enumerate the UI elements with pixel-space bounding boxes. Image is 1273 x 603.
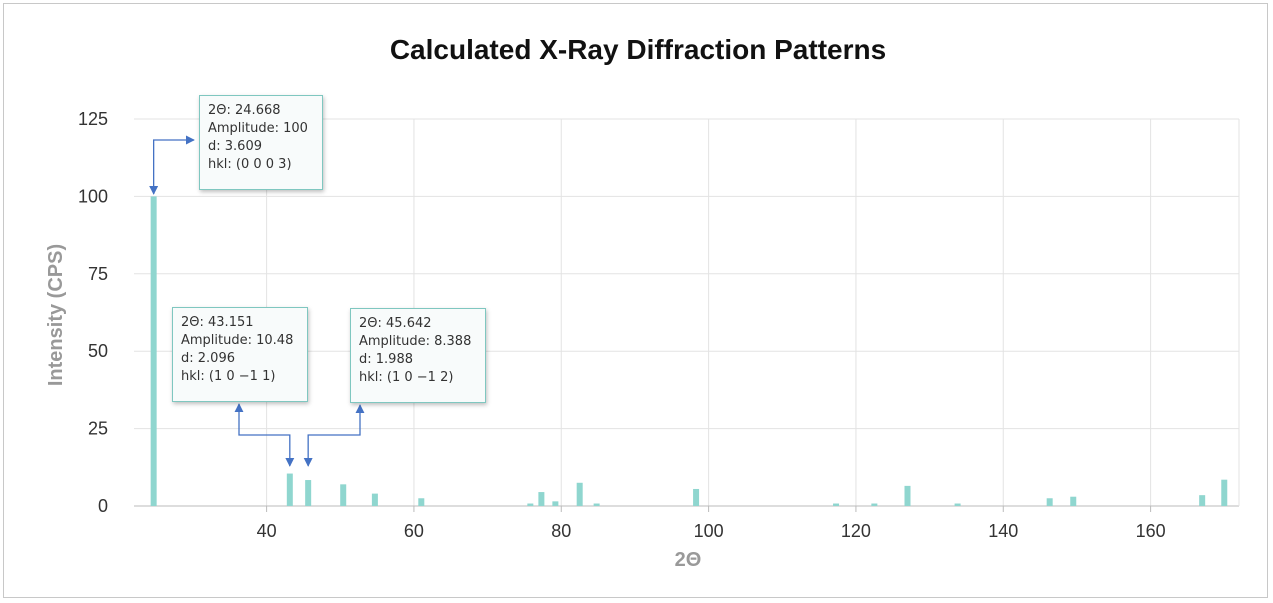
diffraction-peak-bar (538, 492, 545, 506)
diffraction-peak-bar (954, 503, 961, 506)
tooltip-hkl: hkl: (1 0 −1 1) (181, 369, 276, 384)
diffraction-peak-bar (593, 503, 600, 506)
x-tick-label: 120 (841, 521, 871, 541)
diffraction-peak-bar (340, 484, 347, 506)
x-axis-label: 2Θ (675, 549, 702, 571)
y-tick-label: 100 (78, 186, 108, 206)
y-axis-label: Intensity (CPS) (45, 244, 67, 386)
chart-svg: Calculated X-Ray Diffraction Patterns 0 25… (45, 34, 1240, 571)
y-tick-label: 0 (98, 496, 108, 516)
tooltip-two-theta: 2Θ: 43.151 (181, 315, 254, 330)
diffraction-peak-bar (305, 480, 312, 506)
tooltip-d-spacing: d: 2.096 (181, 351, 235, 366)
chart-title: Calculated X-Ray Diffraction Patterns (390, 34, 886, 65)
tooltip-amplitude: Amplitude: 10.48 (181, 333, 294, 348)
annotation-arrow-peak-2 (234, 403, 295, 467)
diffraction-peak-bar (1221, 479, 1228, 506)
x-tick-label: 40 (257, 521, 277, 541)
diffraction-peak-bar (527, 503, 534, 506)
diffraction-peak-bar (904, 485, 911, 506)
tooltip-two-theta: 2Θ: 24.668 (208, 103, 281, 118)
diffraction-peak-bar (1046, 498, 1053, 506)
diffraction-peak-bar (871, 503, 878, 506)
y-tick-label: 50 (88, 341, 108, 361)
tooltip-two-theta: 2Θ: 45.642 (359, 316, 432, 331)
diffraction-peak-bar (552, 501, 559, 506)
diffraction-peak-bar (1070, 496, 1077, 506)
tooltip-hkl: hkl: (1 0 −1 2) (359, 370, 454, 385)
tooltip-d-spacing: d: 3.609 (208, 139, 262, 154)
tooltip-hkl: hkl: (0 0 0 3) (208, 157, 292, 172)
annotation-arrow-peak-3 (303, 404, 365, 467)
tooltip-amplitude: Amplitude: 8.388 (359, 334, 472, 349)
diffraction-peak-bar (418, 498, 425, 506)
x-tick-label: 140 (988, 521, 1018, 541)
diffraction-peak-bar (576, 482, 583, 506)
y-tick-label: 125 (78, 109, 108, 129)
tooltip-peak-3: 2Θ: 45.642 Amplitude: 8.388 d: 1.988 hkl… (350, 308, 486, 403)
diffraction-peak-bar (693, 488, 700, 506)
tooltip-peak-1: 2Θ: 24.668 Amplitude: 100 d: 3.609 hkl: … (199, 95, 323, 190)
diffraction-peak-bar (150, 196, 157, 506)
y-tick-label: 25 (88, 419, 108, 439)
tooltip-peak-2: 2Θ: 43.151 Amplitude: 10.48 d: 2.096 hkl… (172, 307, 308, 402)
diffraction-peak-bar (286, 473, 293, 506)
annotation-arrow-peak-1 (149, 135, 195, 195)
y-tick-label: 75 (88, 264, 108, 284)
x-tick-label: 80 (551, 521, 571, 541)
diffraction-peak-bar (833, 503, 840, 506)
x-tick-label: 60 (404, 521, 424, 541)
diffraction-peak-bar (1199, 495, 1206, 506)
x-tick-label: 100 (694, 521, 724, 541)
diffraction-peak-bar (371, 493, 378, 506)
x-tick-label: 160 (1136, 521, 1166, 541)
chart-frame: Calculated X-Ray Diffraction Patterns 0 25… (3, 3, 1268, 598)
tooltip-amplitude: Amplitude: 100 (208, 121, 308, 136)
tooltip-d-spacing: d: 1.988 (359, 352, 413, 367)
